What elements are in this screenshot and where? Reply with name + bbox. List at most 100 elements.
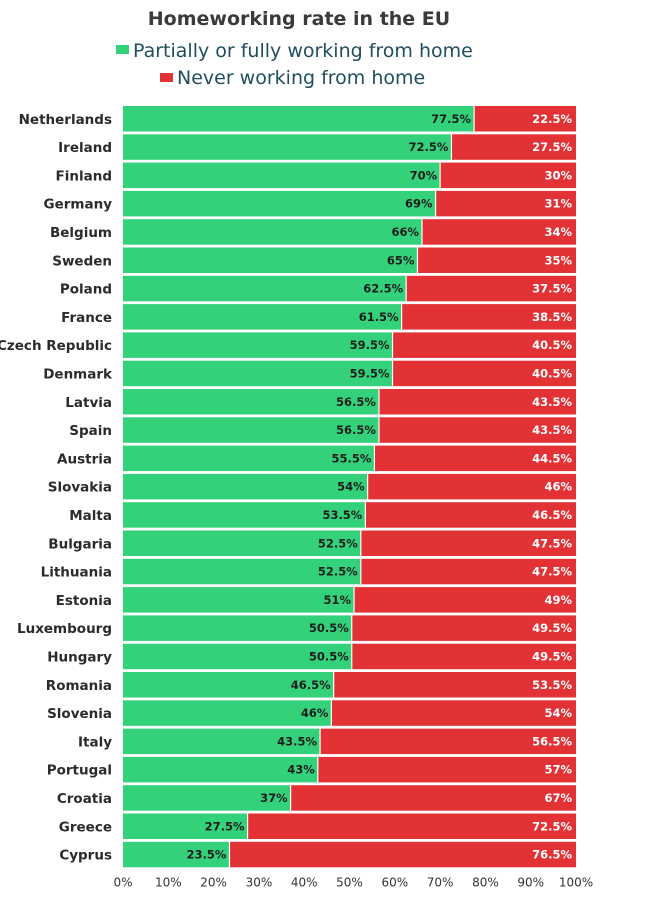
bar-never-working-from-home-cyprus [229, 841, 576, 868]
bar-working-from-home-luxembourg [123, 615, 352, 641]
value-label-working-from-home-germany: 69% [405, 197, 433, 211]
value-label-working-from-home-poland: 62.5% [363, 282, 403, 296]
bar-never-working-from-home-italy [320, 728, 576, 755]
category-label-bulgaria: Bulgaria [48, 536, 112, 552]
bar-working-from-home-czech-republic [123, 332, 393, 358]
bar-never-working-from-home-spain [378, 417, 576, 443]
value-label-working-from-home-estonia: 51% [323, 593, 351, 607]
bars [123, 106, 576, 868]
bar-never-working-from-home-malta [365, 502, 576, 528]
value-label-never-working-from-home-germany: 31% [544, 197, 572, 211]
value-label-working-from-home-romania: 46.5% [291, 678, 331, 692]
value-label-working-from-home-slovenia: 46% [301, 706, 329, 720]
bar-working-from-home-finland [123, 162, 441, 189]
value-labels: 77.5% 22.5% 72.5% 27.5% 70% 30% 69% 31% 66% 34% 65… [187, 112, 573, 862]
value-label-never-working-from-home-croatia: 67% [544, 791, 572, 805]
category-label-croatia: Croatia [57, 791, 112, 807]
value-label-never-working-from-home-latvia: 43.5% [532, 395, 572, 409]
value-label-never-working-from-home-sweden: 35% [544, 253, 572, 267]
value-label-working-from-home-croatia: 37% [260, 791, 288, 805]
category-label-cyprus: Cyprus [59, 848, 112, 864]
x-tick-label: 0% [113, 875, 132, 889]
category-label-sweden: Sweden [52, 253, 112, 269]
category-label-austria: Austria [57, 451, 112, 467]
bar-working-from-home-denmark [123, 360, 393, 387]
x-tick-label: 70% [427, 875, 454, 889]
category-label-germany: Germany [44, 197, 113, 213]
bar-never-working-from-home-estonia [354, 587, 576, 613]
value-label-working-from-home-finland: 70% [410, 168, 438, 182]
bar-never-working-from-home-romania [333, 672, 576, 698]
bar-never-working-from-home-slovakia [367, 473, 576, 500]
value-label-never-working-from-home-malta: 46.5% [532, 508, 572, 522]
bar-working-from-home-bulgaria [123, 530, 361, 556]
bar-working-from-home-latvia [123, 389, 379, 415]
value-label-never-working-from-home-hungary: 49.5% [532, 649, 572, 663]
bar-never-working-from-home-hungary [351, 643, 576, 670]
bar-working-from-home-greece [123, 813, 248, 839]
category-label-france: France [61, 310, 112, 326]
category-label-denmark: Denmark [43, 366, 113, 382]
x-tick-label: 20% [200, 875, 227, 889]
bar-never-working-from-home-czech-republic [392, 332, 576, 358]
value-label-never-working-from-home-denmark: 40.5% [532, 366, 572, 380]
legend-label-never-working-from-home: Never working from home [177, 67, 425, 89]
bar-never-working-from-home-netherlands [474, 106, 576, 132]
x-tick-label: 100% [559, 875, 593, 889]
category-label-estonia: Estonia [56, 593, 112, 609]
value-label-working-from-home-denmark: 59.5% [350, 366, 390, 380]
bar-never-working-from-home-portugal [317, 756, 576, 783]
value-label-working-from-home-portugal: 43% [287, 763, 315, 777]
value-label-working-from-home-latvia: 56.5% [336, 395, 376, 409]
bar-working-from-home-sweden [123, 247, 418, 273]
value-label-never-working-from-home-lithuania: 47.5% [532, 565, 572, 579]
bar-never-working-from-home-germany [435, 190, 576, 217]
value-label-never-working-from-home-finland: 30% [544, 168, 572, 182]
bar-never-working-from-home-greece [247, 813, 576, 839]
legend: Partially or fully working from home Nev… [116, 40, 473, 89]
bar-working-from-home-germany [123, 190, 436, 217]
value-label-never-working-from-home-estonia: 49% [544, 593, 572, 607]
category-label-greece: Greece [59, 819, 112, 835]
value-label-working-from-home-austria: 55.5% [332, 451, 372, 465]
value-label-never-working-from-home-romania: 53.5% [532, 678, 572, 692]
bar-working-from-home-malta [123, 502, 366, 528]
bar-working-from-home-belgium [123, 219, 422, 245]
x-tick-label: 60% [381, 875, 408, 889]
value-label-never-working-from-home-bulgaria: 47.5% [532, 536, 572, 550]
bar-never-working-from-home-luxembourg [351, 615, 576, 641]
bar-never-working-from-home-lithuania [360, 558, 576, 585]
value-label-never-working-from-home-luxembourg: 49.5% [532, 621, 572, 635]
bar-working-from-home-hungary [123, 643, 352, 670]
category-label-spain: Spain [69, 423, 112, 439]
bar-never-working-from-home-croatia [290, 785, 576, 811]
value-label-working-from-home-italy: 43.5% [277, 734, 317, 748]
bar-never-working-from-home-france [401, 304, 576, 330]
value-label-working-from-home-hungary: 50.5% [309, 649, 349, 663]
bar-working-from-home-portugal [123, 756, 318, 783]
value-label-never-working-from-home-portugal: 57% [544, 763, 572, 777]
x-tick-label: 90% [517, 875, 544, 889]
bar-working-from-home-france [123, 304, 402, 330]
bar-never-working-from-home-slovenia [331, 700, 576, 726]
category-label-slovakia: Slovakia [48, 480, 112, 496]
category-label-finland: Finland [56, 168, 112, 184]
x-tick-label: 10% [155, 875, 182, 889]
value-label-never-working-from-home-czech-republic: 40.5% [532, 338, 572, 352]
value-label-working-from-home-lithuania: 52.5% [318, 565, 358, 579]
category-label-luxembourg: Luxembourg [17, 621, 112, 637]
value-label-working-from-home-sweden: 65% [387, 253, 415, 267]
bar-working-from-home-slovenia [123, 700, 332, 726]
bar-never-working-from-home-finland [440, 162, 576, 189]
category-label-poland: Poland [60, 282, 112, 298]
x-tick-label: 80% [472, 875, 499, 889]
bar-working-from-home-estonia [123, 587, 355, 613]
category-label-romania: Romania [46, 678, 112, 694]
value-label-working-from-home-czech-republic: 59.5% [350, 338, 390, 352]
x-axis: 0% 10% 20% 30% 40% 50% 60% 70% 80% 90% 100% [113, 875, 593, 889]
value-label-working-from-home-netherlands: 77.5% [431, 112, 471, 126]
category-label-latvia: Latvia [65, 395, 112, 411]
category-label-italy: Italy [78, 734, 112, 750]
value-label-working-from-home-france: 61.5% [359, 310, 399, 324]
